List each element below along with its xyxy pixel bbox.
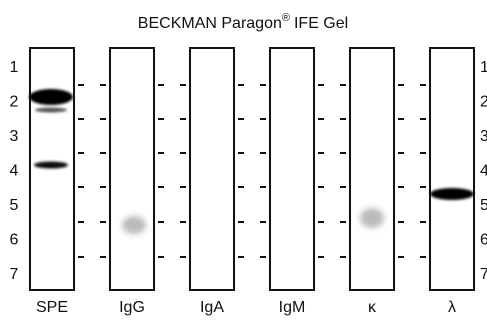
lane bbox=[350, 48, 394, 290]
lane bbox=[110, 48, 154, 290]
row-label: 7 bbox=[480, 266, 487, 283]
row-label: 3 bbox=[480, 128, 487, 145]
row-label: 5 bbox=[10, 197, 19, 214]
gel-figure: BECKMAN Paragon® IFE Gel SPE IgG IgA IgM κ λ 1 1… bbox=[0, 0, 487, 320]
row-label: 2 bbox=[10, 94, 19, 111]
row-label: 4 bbox=[10, 163, 19, 180]
row-label: 1 bbox=[10, 59, 19, 76]
row-label: 2 bbox=[480, 94, 487, 111]
band bbox=[122, 216, 146, 234]
title-main: BECKMAN Paragon bbox=[138, 15, 282, 32]
band bbox=[360, 208, 384, 228]
lane bbox=[30, 48, 74, 290]
row-label: 5 bbox=[480, 197, 487, 214]
row-label: 6 bbox=[10, 232, 19, 249]
band bbox=[35, 108, 67, 113]
bands bbox=[29, 89, 474, 234]
band bbox=[430, 188, 474, 200]
row-label: 7 bbox=[10, 266, 19, 283]
lane-label: IgM bbox=[279, 299, 306, 316]
lane bbox=[190, 48, 234, 290]
row-label: 4 bbox=[480, 163, 487, 180]
band bbox=[34, 162, 68, 169]
lane-label: λ bbox=[448, 299, 456, 316]
lane-label: κ bbox=[368, 299, 377, 316]
lane-label: IgG bbox=[119, 299, 145, 316]
row-label: 6 bbox=[480, 232, 487, 249]
title-rest: IFE Gel bbox=[294, 15, 348, 32]
title-mark: ® bbox=[282, 12, 290, 24]
row-label: 1 bbox=[480, 59, 487, 76]
lane bbox=[270, 48, 314, 290]
lane bbox=[430, 48, 474, 290]
lane-label: SPE bbox=[36, 299, 68, 316]
lane-label: IgA bbox=[200, 299, 224, 316]
lanes bbox=[30, 48, 474, 290]
figure-title: BECKMAN Paragon® IFE Gel bbox=[138, 12, 348, 32]
row-label: 3 bbox=[10, 128, 19, 145]
band bbox=[29, 89, 73, 105]
page: BECKMAN Paragon® IFE Gel SPE IgG IgA IgM κ λ 1 1… bbox=[0, 0, 487, 320]
